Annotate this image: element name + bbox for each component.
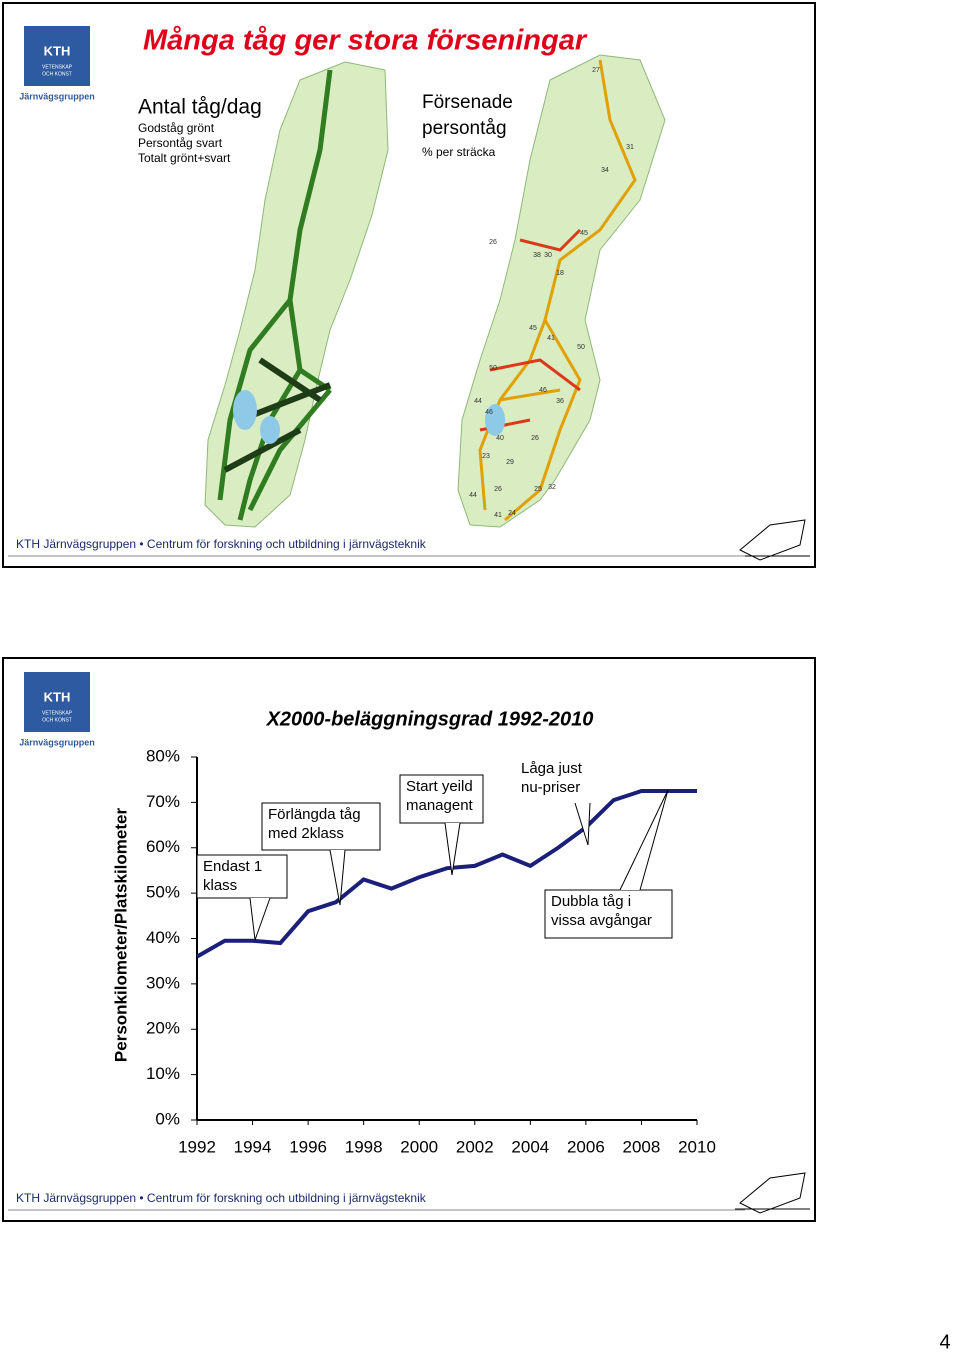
callout-text: nu-priser [521, 779, 580, 796]
callout-pointer [444, 822, 461, 876]
legend-line: Persontåg svart [138, 136, 223, 150]
map-label: 38 [533, 252, 541, 259]
footer: KTH Järnvägsgruppen • Centrum för forskn… [16, 537, 427, 551]
x-tick-label: 1998 [345, 1137, 383, 1156]
map-label: 45 [529, 325, 537, 332]
legend-heading: persontåg [422, 118, 507, 139]
callout-text: klass [203, 877, 237, 894]
logo-motto: VETENSKAP [42, 710, 73, 716]
y-tick-label: 10% [146, 1064, 180, 1083]
map-label: 50 [577, 344, 585, 351]
x-tick-label: 2000 [400, 1137, 438, 1156]
chart-title: X2000-beläggningsgrad 1992-2010 [266, 708, 594, 730]
data-line [196, 789, 697, 959]
y-tick-label: 50% [146, 883, 180, 902]
y-tick-label: 30% [146, 973, 180, 992]
map-label: 50 [489, 365, 497, 372]
map-label: 41 [494, 512, 502, 519]
page-number: 4 [939, 1331, 950, 1353]
map-label: 36 [556, 398, 564, 405]
x-tick-label: 1994 [234, 1137, 272, 1156]
x-tick-label: 2010 [678, 1137, 716, 1156]
y-tick-label: 0% [155, 1109, 180, 1128]
legend-note: % per sträcka [422, 145, 496, 159]
x-tick-label: 1996 [289, 1137, 327, 1156]
map-label: 44 [474, 398, 482, 405]
map-label: 45 [580, 230, 588, 237]
logo-motto: OCH KONST [42, 71, 72, 77]
map-label: 41 [547, 335, 555, 342]
y-axis-label: Personkilometer/Platskilometer [111, 808, 130, 1063]
callout-box [196, 854, 288, 899]
map-label: 29 [506, 459, 514, 466]
logo-motto: OCH KONST [42, 717, 72, 723]
map-left [204, 61, 389, 528]
logo-group: Järnvägsgruppen [19, 737, 95, 747]
x-tick-label: 2008 [623, 1137, 661, 1156]
callout-pointer [619, 789, 669, 891]
y-tick-label: 60% [146, 837, 180, 856]
callout-text: Start yeild [406, 778, 473, 795]
map-label: 44 [469, 492, 477, 499]
logo-name: KTH [44, 43, 71, 58]
y-tick-label: 20% [146, 1019, 180, 1038]
map-label: 26 [489, 239, 497, 246]
map-label: 23 [482, 453, 490, 460]
map-label: 34 [601, 167, 609, 174]
map-label: 40 [496, 435, 504, 442]
y-tick-label: 70% [146, 792, 180, 811]
logo [24, 672, 90, 732]
legend-line: Totalt grönt+svart [138, 151, 231, 165]
logo-motto: VETENSKAP [42, 64, 73, 70]
callout-text: Låga just [521, 760, 583, 777]
train-icon [735, 519, 810, 561]
callout-text: Dubbla tåg i [551, 893, 631, 910]
callout-text: managent [406, 797, 474, 814]
slide-frame [2, 657, 816, 1222]
map-label: 31 [626, 144, 634, 151]
callout-text: med 2klass [268, 825, 344, 842]
logo [24, 26, 90, 86]
x-tick-label: 2006 [567, 1137, 605, 1156]
map-right [457, 54, 666, 528]
map-label: 27 [592, 67, 600, 74]
callout-box [399, 774, 484, 824]
map-label: 32 [548, 484, 556, 491]
slide-title: Många tåg ger stora förseningar [143, 25, 588, 57]
map-label: 26 [531, 435, 539, 442]
x-tick-label: 1992 [178, 1137, 216, 1156]
slide-frame [2, 2, 816, 568]
map-label: 18 [556, 270, 564, 277]
callout-text: Endast 1 [203, 858, 262, 875]
x-tick-label: 2004 [511, 1137, 549, 1156]
logo-name: KTH [44, 689, 71, 704]
y-tick-label: 80% [146, 746, 180, 765]
callout-text: vissa avgångar [551, 912, 652, 929]
callout-pointer [574, 802, 591, 846]
legend-heading: Antal tåg/dag [138, 96, 262, 119]
map-label: 25 [534, 486, 542, 493]
callout-text: Förlängda tåg [268, 806, 361, 823]
map-label: 26 [494, 486, 502, 493]
callout-pointer [329, 849, 346, 906]
map-label: 46 [539, 387, 547, 394]
logo-group: Järnvägsgruppen [19, 91, 95, 101]
callout-pointer [249, 897, 271, 941]
train-icon [735, 1172, 810, 1214]
callout-box [544, 889, 673, 939]
map-label: 30 [544, 252, 552, 259]
legend-heading: Försenade [422, 92, 513, 113]
map-label: 24 [508, 510, 516, 517]
legend-line: Godståg grönt [138, 121, 215, 135]
x-tick-label: 2002 [456, 1137, 494, 1156]
map-label: 46 [485, 409, 493, 416]
callout-box [261, 802, 381, 851]
y-tick-label: 40% [146, 928, 180, 947]
footer: KTH Järnvägsgruppen • Centrum för forskn… [16, 1191, 427, 1205]
